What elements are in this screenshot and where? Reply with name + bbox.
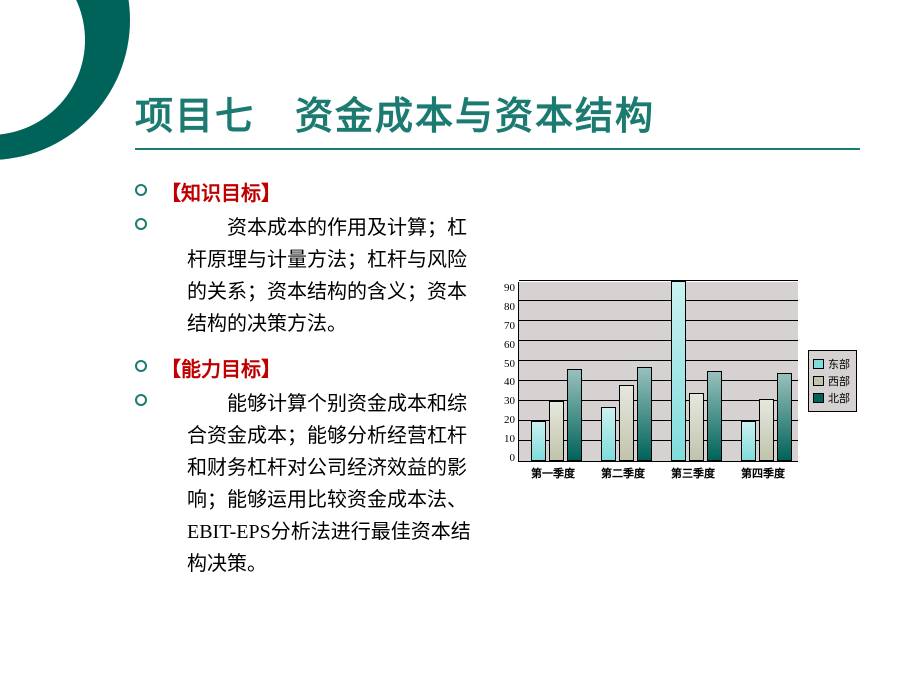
chart-bar	[567, 369, 582, 461]
bar-group	[741, 373, 792, 461]
chart-bar	[637, 367, 652, 461]
grid-line	[519, 280, 798, 281]
chart-bar	[601, 407, 616, 461]
text-column: 【知识目标】 资本成本的作用及计算；杠杆原理与计量方法；杠杆与风险的关系；资本结…	[135, 178, 480, 582]
section-text: 资本成本的作用及计算；杠杆原理与计量方法；杠杆与风险的关系；资本结构的含义；资本…	[161, 212, 480, 340]
legend-label: 东部	[828, 356, 850, 372]
chart-y-axis: 90 80 70 60 50 40 30 20 10 0	[504, 282, 518, 464]
legend-item: 东部	[813, 356, 850, 372]
section-text: 能够计算个别资金成本和综合资金成本；能够分析经营杠杆和财务杠杆对公司经济效益的影…	[161, 388, 480, 580]
y-tick-label: 70	[504, 320, 515, 332]
content-columns: 【知识目标】 资本成本的作用及计算；杠杆原理与计量方法；杠杆与风险的关系；资本结…	[135, 178, 860, 582]
chart-column: 90 80 70 60 50 40 30 20 10 0 第一季度第二季度第三季度第四季度 东部西…	[500, 178, 860, 582]
chart-bar	[741, 421, 756, 461]
spacer	[135, 342, 480, 354]
x-tick-label: 第三季度	[658, 465, 728, 481]
page-title: 项目七 资金成本与资本结构	[135, 85, 860, 140]
chart-area: 90 80 70 60 50 40 30 20 10 0 第一季度第二季度第三季度第四季度	[504, 282, 798, 481]
bar-group	[671, 281, 722, 461]
title-rule	[135, 148, 860, 150]
chart-wrap: 90 80 70 60 50 40 30 20 10 0 第一季度第二季度第三季度第四季度 东部西…	[500, 278, 857, 483]
bullet-list: 【能力目标】 能够计算个别资金成本和综合资金成本；能够分析经营杠杆和财务杠杆对公…	[135, 354, 480, 580]
x-tick-label: 第二季度	[588, 465, 658, 481]
section-heading: 【知识目标】	[161, 183, 281, 205]
chart-legend: 东部西部北部	[808, 350, 857, 412]
y-tick-label: 90	[504, 282, 515, 294]
bar-group	[531, 369, 582, 461]
x-tick-label: 第四季度	[728, 465, 798, 481]
legend-item: 西部	[813, 373, 850, 389]
section-heading: 【能力目标】	[161, 359, 281, 381]
list-item: 能够计算个别资金成本和综合资金成本；能够分析经营杠杆和财务杠杆对公司经济效益的影…	[135, 388, 480, 580]
y-tick-label: 30	[504, 395, 515, 407]
chart-plot	[518, 282, 798, 462]
chart-bar	[671, 281, 686, 461]
bar-group	[601, 367, 652, 461]
grid-line	[519, 300, 798, 301]
chart-bar	[777, 373, 792, 461]
chart-bar	[619, 385, 634, 461]
list-item: 【知识目标】	[135, 178, 480, 210]
legend-swatch	[813, 393, 824, 403]
y-tick-label: 40	[504, 376, 515, 388]
list-item: 【能力目标】	[135, 354, 480, 386]
chart-x-labels: 第一季度第二季度第三季度第四季度	[518, 462, 798, 481]
y-tick-label: 60	[504, 339, 515, 351]
chart-bar	[549, 401, 564, 461]
grid-line	[519, 340, 798, 341]
y-tick-label: 10	[504, 433, 515, 445]
legend-label: 西部	[828, 373, 850, 389]
chart-bar	[759, 399, 774, 461]
chart-bar	[531, 421, 546, 461]
x-tick-label: 第一季度	[518, 465, 588, 481]
y-tick-label: 50	[504, 358, 515, 370]
chart-bar	[689, 393, 704, 461]
legend-label: 北部	[828, 390, 850, 406]
list-item: 资本成本的作用及计算；杠杆原理与计量方法；杠杆与风险的关系；资本结构的含义；资本…	[135, 212, 480, 340]
bullet-icon	[135, 218, 147, 230]
grid-line	[519, 360, 798, 361]
bullet-icon	[135, 184, 147, 196]
chart-frame: 90 80 70 60 50 40 30 20 10 0 第一季度第二季度第三季度第四季度	[500, 278, 802, 483]
bullet-list: 【知识目标】 资本成本的作用及计算；杠杆原理与计量方法；杠杆与风险的关系；资本结…	[135, 178, 480, 340]
legend-item: 北部	[813, 390, 850, 406]
y-tick-label: 0	[510, 452, 516, 464]
y-tick-label: 20	[504, 414, 515, 426]
chart-bar	[707, 371, 722, 461]
grid-line	[519, 320, 798, 321]
bullet-icon	[135, 394, 147, 406]
legend-swatch	[813, 359, 824, 369]
slide-content: 项目七 资金成本与资本结构 【知识目标】 资本成本的作用及计算；杠杆原理与计量方…	[0, 0, 920, 622]
bullet-icon	[135, 360, 147, 372]
legend-swatch	[813, 376, 824, 386]
y-tick-label: 80	[504, 301, 515, 313]
